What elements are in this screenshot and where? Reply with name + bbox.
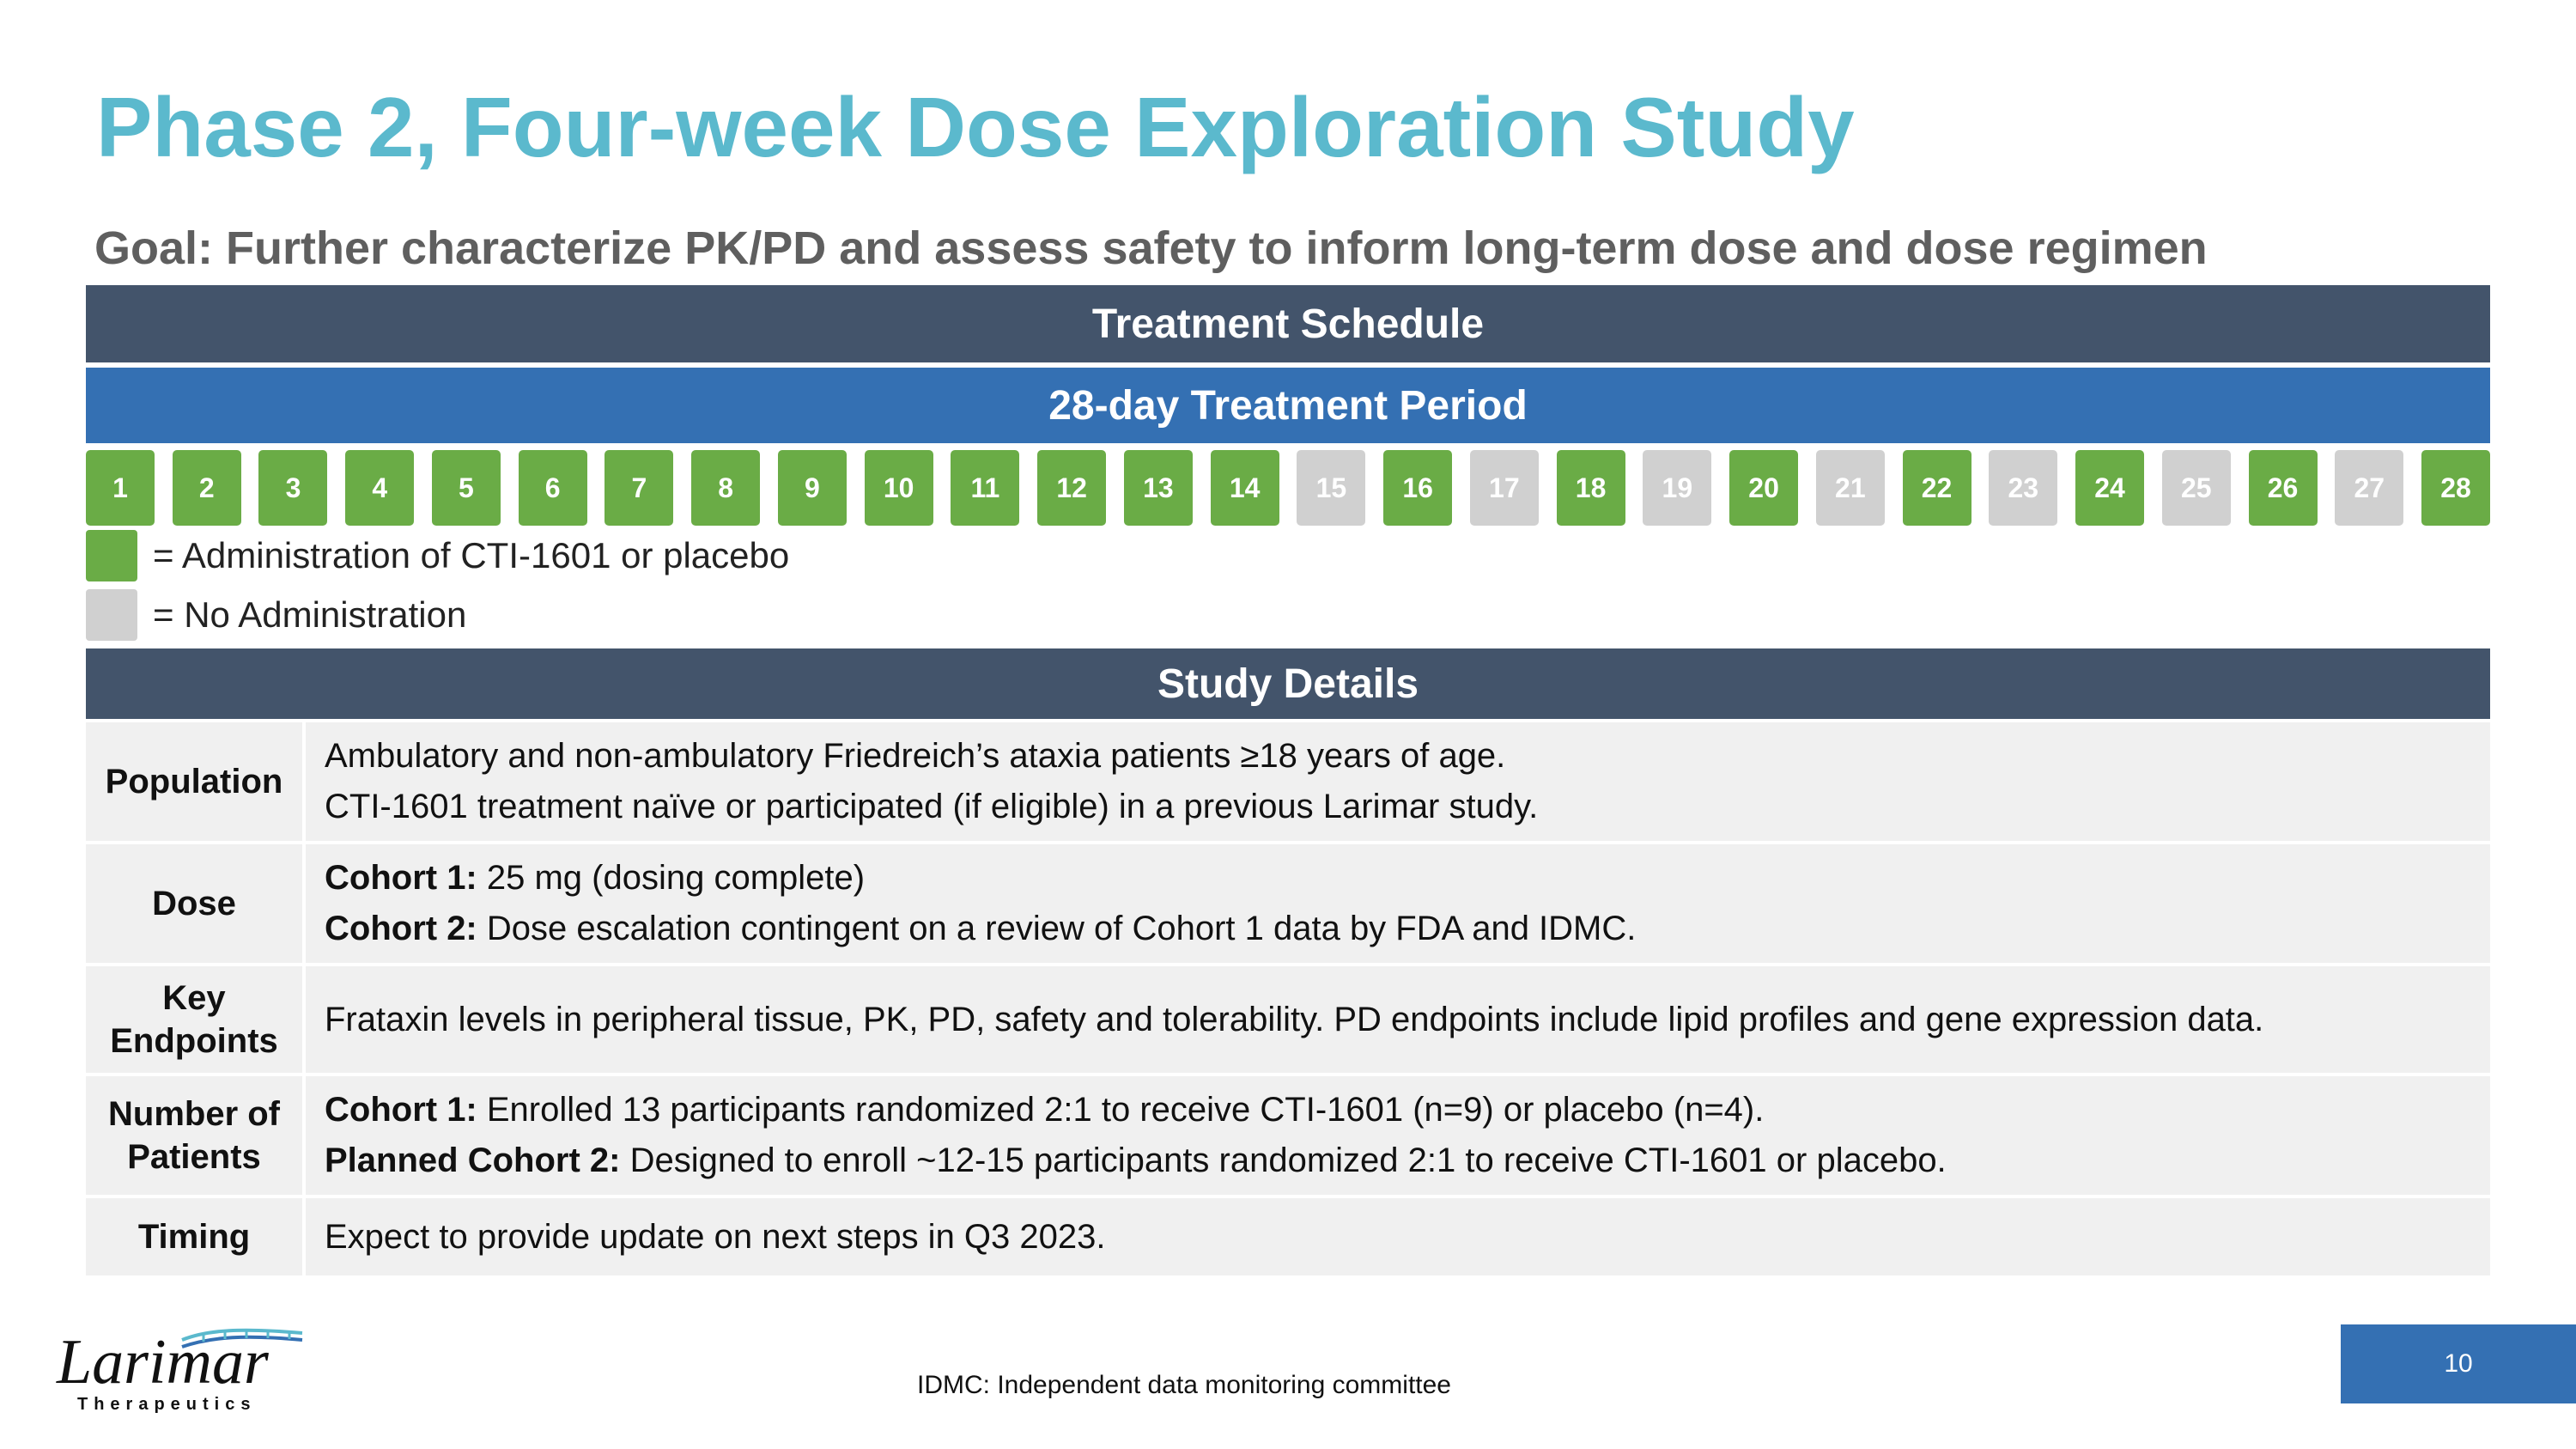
day-box-administered: 24 [2075, 450, 2145, 526]
logo-subtitle: Therapeutics [77, 1395, 256, 1414]
goal-subtitle: Goal: Further characterize PK/PD and ass… [94, 222, 2208, 274]
value-timing: Expect to provide update on next steps i… [306, 1198, 2490, 1275]
legend-swatch-administered [86, 530, 137, 581]
label-key-endpoints-line-2: Endpoints [110, 1022, 278, 1060]
day-box-administered: 4 [345, 450, 415, 526]
day-box-administered: 10 [864, 450, 933, 526]
day-box-no-administration: 19 [1643, 450, 1712, 526]
endpoints-text: Frataxin levels in peripheral tissue, PK… [325, 1000, 2264, 1038]
day-box-administered: 8 [691, 450, 761, 526]
day-box-administered: 7 [605, 450, 674, 526]
legend-not-administered: = No Administration [86, 589, 466, 641]
day-box-no-administration: 25 [2161, 450, 2231, 526]
dose-line-1: Cohort 1: 25 mg (dosing complete) [325, 853, 2490, 904]
day-box-administered: 26 [2248, 450, 2318, 526]
day-box-administered: 11 [951, 450, 1020, 526]
dose-cohort1-label: Cohort 1: [325, 859, 477, 897]
day-box-administered: 13 [1123, 450, 1193, 526]
day-box-administered: 3 [258, 450, 328, 526]
row-timing: Timing Expect to provide update on next … [86, 1195, 2490, 1275]
study-details-table: Population Ambulatory and non-ambulatory… [86, 719, 2490, 1275]
day-box-administered: 18 [1556, 450, 1625, 526]
day-box-administered: 5 [431, 450, 501, 526]
day-box-no-administration: 23 [1989, 450, 2058, 526]
label-number-of-patients: Number of Patients [86, 1076, 306, 1195]
day-box-administered: 14 [1210, 450, 1279, 526]
label-dose: Dose [86, 844, 306, 963]
patients-cohort2-label: Planned Cohort 2: [325, 1142, 621, 1179]
day-box-administered: 6 [518, 450, 587, 526]
row-number-of-patients: Number of Patients Cohort 1: Enrolled 13… [86, 1073, 2490, 1195]
row-dose: Dose Cohort 1: 25 mg (dosing complete) C… [86, 841, 2490, 963]
dose-cohort1-text: 25 mg (dosing complete) [477, 859, 866, 897]
row-key-endpoints: Key Endpoints Frataxin levels in periphe… [86, 963, 2490, 1073]
patients-cohort2-text: Designed to enroll ~12-15 participants r… [620, 1142, 1947, 1179]
day-box-administered: 12 [1037, 450, 1107, 526]
timing-text: Expect to provide update on next steps i… [325, 1217, 1106, 1256]
study-details-header: Study Details [86, 648, 2490, 719]
patients-cohort1-text: Enrolled 13 participants randomized 2:1 … [477, 1091, 1765, 1129]
day-box-administered: 22 [1902, 450, 1971, 526]
treatment-schedule-header: Treatment Schedule [86, 285, 2490, 362]
larimar-logo: Larimar Therapeutics [53, 1321, 311, 1416]
dose-cohort2-label: Cohort 2: [325, 910, 477, 947]
dose-cohort2-text: Dose escalation contingent on a review o… [477, 910, 1637, 947]
slide-title: Phase 2, Four-week Dose Exploration Stud… [96, 80, 1855, 174]
day-box-no-administration: 21 [1815, 450, 1885, 526]
value-dose: Cohort 1: 25 mg (dosing complete) Cohort… [306, 844, 2490, 963]
patients-line-2: Planned Cohort 2: Designed to enroll ~12… [325, 1135, 2490, 1186]
population-line-1: Ambulatory and non-ambulatory Friedreich… [325, 737, 1506, 775]
label-patients-line-2: Patients [127, 1138, 261, 1176]
row-population: Population Ambulatory and non-ambulatory… [86, 719, 2490, 841]
label-patients-line-1: Number of [108, 1095, 280, 1133]
patients-cohort1-label: Cohort 1: [325, 1091, 477, 1129]
larimar-logo-graphic: Larimar Therapeutics [56, 1327, 303, 1414]
day-box-no-administration: 17 [1469, 450, 1539, 526]
value-key-endpoints: Frataxin levels in peripheral tissue, PK… [306, 966, 2490, 1073]
dna-helix-icon [181, 1328, 303, 1349]
footnote: IDMC: Independent data monitoring commit… [917, 1371, 1451, 1399]
population-line-2: CTI-1601 treatment naïve or participated… [325, 788, 1539, 825]
value-population: Ambulatory and non-ambulatory Friedreich… [306, 722, 2490, 841]
legend-label-not-administered: = No Administration [153, 594, 467, 635]
day-box-no-administration: 15 [1297, 450, 1366, 526]
label-timing: Timing [86, 1198, 306, 1275]
day-box-administered: 9 [777, 450, 847, 526]
patients-line-1: Cohort 1: Enrolled 13 participants rando… [325, 1085, 2490, 1135]
label-key-endpoints: Key Endpoints [86, 966, 306, 1073]
day-box-administered: 16 [1383, 450, 1453, 526]
legend-swatch-not-administered [86, 589, 137, 641]
value-number-of-patients: Cohort 1: Enrolled 13 participants rando… [306, 1076, 2490, 1195]
page-number: 10 [2341, 1324, 2576, 1403]
day-box-administered: 28 [2421, 450, 2490, 526]
day-box-administered: 1 [86, 450, 155, 526]
legend-administered: = Administration of CTI-1601 or placebo [86, 530, 789, 581]
dose-line-2: Cohort 2: Dose escalation contingent on … [325, 904, 2490, 954]
day-box-administered: 2 [172, 450, 241, 526]
treatment-period-header: 28-day Treatment Period [86, 368, 2490, 443]
day-grid: 1 2 3 4 5 6 7 8 9 10 11 12 13 14 15 16 17 18 19 20 21 22 23 24 2… [86, 450, 2490, 526]
day-box-no-administration: 27 [2335, 450, 2404, 526]
label-key-endpoints-line-1: Key [162, 979, 226, 1017]
logo-wordmark: Larimar [56, 1327, 270, 1397]
label-population: Population [86, 722, 306, 841]
legend-label-administered: = Administration of CTI-1601 or placebo [153, 535, 790, 575]
day-box-administered: 20 [1729, 450, 1799, 526]
